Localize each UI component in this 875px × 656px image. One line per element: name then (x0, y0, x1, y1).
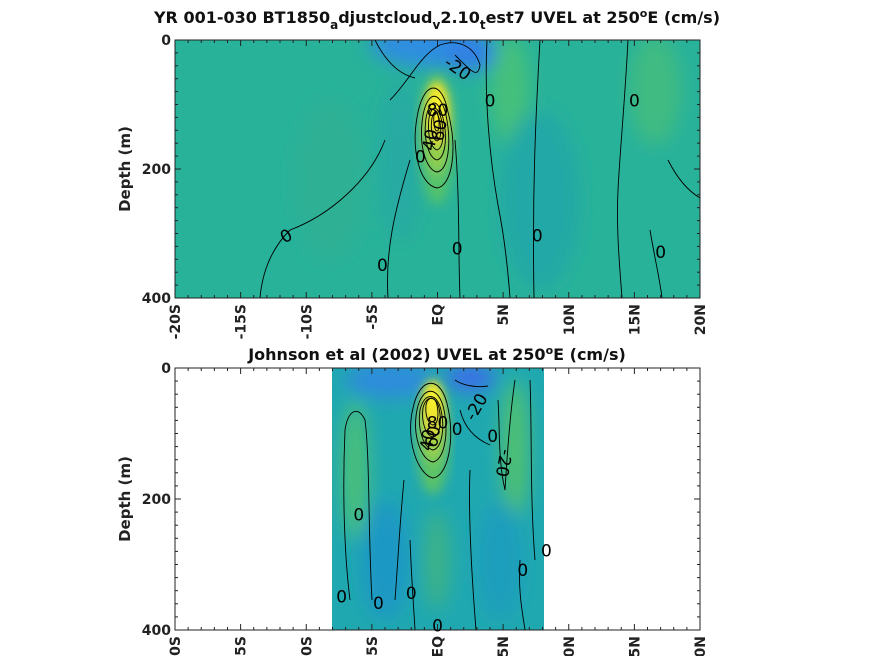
x-tick-label: -5S (365, 304, 381, 330)
title-part: est7 UVEL at 250 (486, 8, 640, 27)
top-x-axis: -20S -15S -10S -5S EQ 5N 10N 15N 20N (168, 40, 709, 339)
x-tick-label: 5N (496, 304, 512, 325)
title-part: 2.10 (440, 8, 479, 27)
title-sub: a (330, 18, 338, 32)
top-heatmap (175, 40, 700, 298)
top-panel-title: YR 001-030 BT1850adjustcloudv2.10test7 U… (153, 7, 720, 32)
contour-label: 0 (415, 147, 426, 167)
x-tick-label: -10S (299, 636, 315, 656)
x-tick-label: 15N (627, 636, 643, 656)
contour-label: 60 (422, 424, 445, 449)
title-sub: v (433, 18, 441, 32)
y-tick-label: 0 (161, 33, 171, 49)
contour-label: 0 (373, 594, 384, 614)
contour-label: 40 (419, 128, 442, 153)
bottom-panel: Johnson et al (2002) UVEL at 250oE (cm/s… (116, 344, 709, 656)
y-tick-label: 200 (142, 162, 171, 178)
y-tick-label: 0 (161, 361, 171, 377)
contour-label: 0 (541, 541, 552, 561)
x-tick-label: 20N (693, 636, 709, 656)
y-tick-label: 400 (142, 623, 171, 639)
bottom-x-axis: -20S -15S -10S -5S EQ 5N 10N 15N 20N (168, 368, 709, 656)
contour-label: 0 (452, 240, 463, 260)
x-tick-label: 10N (562, 304, 578, 335)
top-contours (259, 40, 700, 298)
contour-label: 0 (532, 227, 543, 247)
contour-label: 0 (487, 427, 498, 447)
x-tick-label: -5S (365, 636, 381, 656)
x-tick-label: 5N (496, 636, 512, 656)
x-tick-label: -20S (168, 636, 184, 656)
bottom-heatmap (332, 368, 544, 630)
contour-label: 60 (428, 118, 451, 143)
title-sup: o (640, 7, 648, 20)
x-tick-label: EQ (431, 304, 447, 326)
title-part: E (cm/s) (647, 8, 720, 27)
title-part: E (cm/s) (553, 345, 626, 364)
bottom-panel-title: Johnson et al (2002) UVEL at 250oE (cm/s… (247, 344, 626, 364)
y-tick-label: 400 (142, 291, 171, 307)
contour-label: 0 (485, 91, 496, 111)
x-tick-label: 15N (627, 304, 643, 335)
x-tick-label: 10N (562, 636, 578, 656)
contour-label: 40 (417, 428, 440, 453)
contour-label: 0 (406, 584, 417, 604)
x-tick-label: -20S (168, 304, 184, 339)
title-sub: t (480, 18, 486, 32)
contour-label: 0 (336, 587, 347, 607)
contour-label: 0 (517, 561, 528, 581)
x-tick-label: -15S (234, 636, 250, 656)
title-sup: o (546, 344, 554, 357)
contour-label: 0 (655, 243, 666, 263)
contour-label: 0 (353, 505, 364, 525)
x-tick-label: -15S (234, 304, 250, 339)
contour-label: 80 (427, 414, 449, 434)
contour-label: -20 (491, 448, 516, 479)
contour-label: 80 (427, 101, 449, 121)
x-tick-label: EQ (431, 636, 447, 656)
top-panel: YR 001-030 BT1850adjustcloudv2.10test7 U… (116, 7, 720, 339)
contour-label: 0 (629, 91, 640, 111)
title-part: djustcloud (338, 8, 432, 27)
contour-label: 0 (377, 256, 388, 276)
y-tick-label: 200 (142, 492, 171, 508)
bottom-y-axis-label: Depth (m) (116, 456, 134, 542)
title-part: Johnson et al (2002) UVEL at 250 (247, 345, 545, 364)
contour-label: 0 (452, 420, 463, 440)
top-y-axis-label: Depth (m) (116, 126, 134, 212)
x-tick-label: 20N (693, 304, 709, 335)
bottom-contours (343, 379, 536, 630)
title-part: YR 001-030 BT1850 (153, 8, 330, 27)
x-tick-label: -10S (299, 304, 315, 339)
